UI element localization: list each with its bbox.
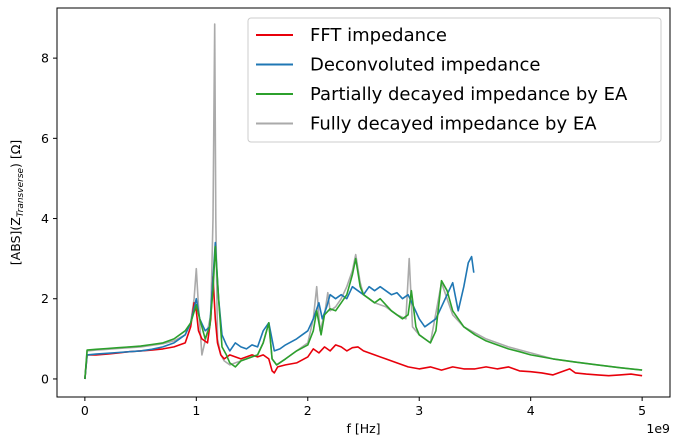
legend-box xyxy=(247,17,662,143)
axes-frame xyxy=(56,7,671,398)
y-tick-label: 2 xyxy=(41,291,49,306)
series-layer xyxy=(84,23,643,380)
legend-label: Fully decayed impedance by EA xyxy=(310,114,597,135)
legend-label: FFT impedance xyxy=(310,25,447,46)
x-offset-text: 1e9 xyxy=(646,421,670,436)
x-tick-label: 0 xyxy=(81,403,89,418)
x-tick-label: 2 xyxy=(304,403,312,418)
y-axis-label-tail: ) [Ω] xyxy=(8,140,23,168)
y-tick-label: 8 xyxy=(41,51,49,66)
y-tick-label: 6 xyxy=(41,131,49,146)
y-tick-label: 0 xyxy=(41,371,49,386)
legend-label: Partially decayed impedance by EA xyxy=(310,84,628,105)
series-line-2 xyxy=(84,245,643,380)
x-tick-label: 4 xyxy=(527,403,535,418)
legend: FFT impedance Deconvoluted impedance Parti… xyxy=(247,17,662,143)
y-tick-label: 4 xyxy=(41,211,49,226)
legend-label: Deconvoluted impedance xyxy=(310,55,540,76)
x-tick-label: 3 xyxy=(415,403,423,418)
series-line-0 xyxy=(84,275,643,380)
x-tick-label: 5 xyxy=(638,403,646,418)
ticks-layer: 0 1 2 3 4 5 0 2 4 6 8 xyxy=(41,51,646,418)
x-axis-label: f [Hz] xyxy=(346,421,380,436)
series-line-1 xyxy=(84,241,475,380)
y-axis-label-main: [ABS](Z xyxy=(8,217,23,265)
y-axis-label-sub: Transverse xyxy=(16,167,26,217)
y-axis-label: [ABS](ZTransverse) [Ω] xyxy=(8,140,26,265)
x-tick-label: 1 xyxy=(192,403,200,418)
